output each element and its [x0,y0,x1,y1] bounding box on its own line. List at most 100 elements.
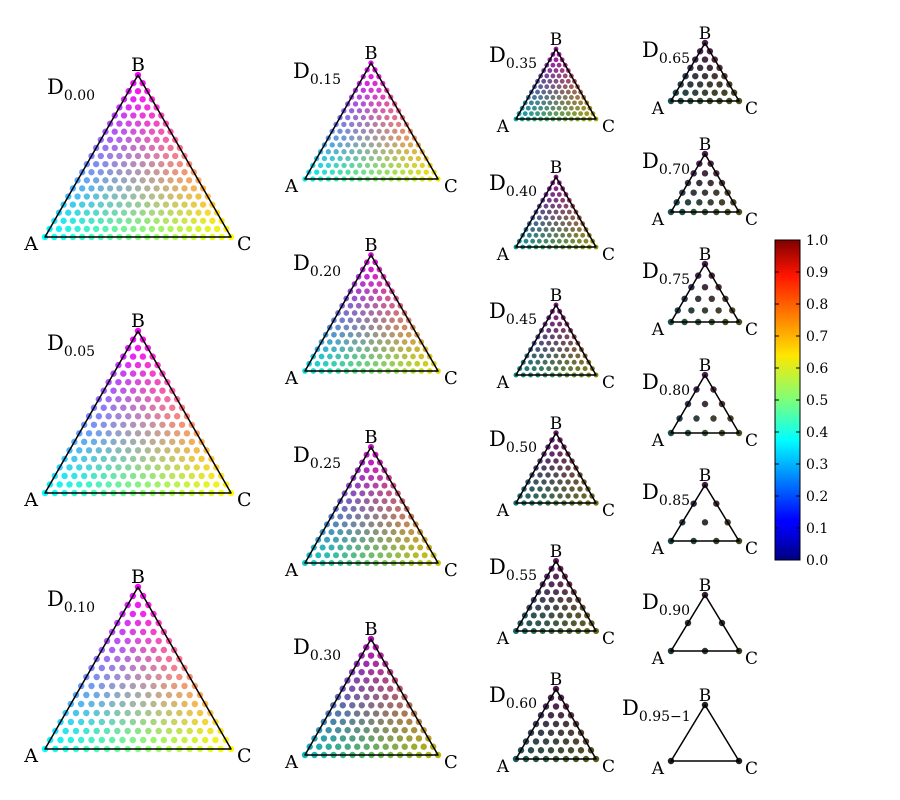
ternary-point [105,413,112,420]
ternary-point [550,238,556,244]
ternary-point [97,201,104,208]
ternary-point [353,710,361,717]
ternary-point [130,128,137,135]
ternary-point [181,201,188,208]
ternary-point [170,700,178,708]
ternary-point [339,317,346,324]
vertex-label-b: B [699,356,712,376]
ternary-point [116,136,123,143]
ternary-point [396,162,402,169]
ternary-point [358,718,366,726]
ternary-point [85,481,93,488]
ternary-point [360,339,366,345]
vertex-label-a: A [651,320,665,340]
ternary-point [129,628,137,636]
ternary-point [134,169,142,176]
ternary-point [576,227,582,232]
ternary-point [129,610,137,618]
ternary-point [139,353,147,360]
ternary-point [358,702,365,709]
ternary-point [389,317,395,324]
ternary-point [339,360,346,367]
ternary-point [129,370,137,377]
ternary-point [350,521,357,528]
vertex-label-a: A [284,368,299,389]
ternary-point [83,691,90,699]
ternary-point [360,101,367,107]
ternary-point [352,114,359,121]
ternary-point [552,573,560,580]
ternary-point [368,474,375,481]
ternary-point [341,536,348,543]
ternary-point [67,736,75,744]
ternary-point [400,169,406,175]
ternary-point [562,95,568,100]
ternary-point [139,455,147,463]
ternary-point [150,628,157,636]
ternary-point [550,227,556,232]
ternary-point [415,735,423,742]
ternary-panel-9: A B C D0.45 [489,286,615,393]
ternary-point [544,105,550,111]
ternary-point [108,736,116,744]
ternary-point [203,464,210,471]
ternary-point [164,464,171,471]
ternary-point [401,743,408,750]
ternary-point [364,135,371,141]
ternary-point [66,481,73,488]
ternary-point [333,149,339,155]
ternary-point [134,481,142,488]
ternary-point [169,438,176,446]
ternary-point [167,193,174,200]
ternary-point [129,718,137,726]
ternary-point [356,346,362,353]
ternary-point [541,89,547,95]
ternary-point [331,346,337,353]
panel-title: D0.75 [642,259,690,288]
ternary-point [341,521,348,528]
ternary-point [97,169,104,176]
ternary-point [185,225,193,233]
ternary-point [195,193,202,200]
ternary-point [528,111,534,117]
ternary-point [408,544,415,551]
vertex-label-a: A [23,233,38,255]
ternary-point [160,718,168,726]
ternary-point [535,100,540,106]
ternary-point [103,709,111,717]
ternary-point [535,359,541,365]
ternary-point [186,727,193,735]
ternary-point [542,347,548,353]
ternary-point [570,227,576,232]
ternary-point [568,353,574,359]
ternary-point [102,177,109,184]
ternary-point [392,155,398,162]
ternary-point [557,347,563,353]
ternary-point [119,736,126,744]
ternary-point [560,353,566,359]
ternary-point [77,718,85,726]
ternary-point [341,552,348,559]
ternary-point [706,64,714,72]
ternary-point [565,111,571,117]
ternary-point [388,149,394,155]
ternary-point [552,703,560,710]
ternary-point [573,479,579,485]
ternary-point [159,421,166,428]
ternary-point [181,718,188,726]
ternary-point [93,709,100,717]
ternary-point [377,521,384,528]
ternary-point [356,135,363,141]
panel-title-subscript: 0.85 [659,493,690,509]
ternary-point [557,321,563,327]
ternary-point [106,169,114,176]
panel-title-subscript: 0.00 [64,88,95,104]
ternary-point [353,155,359,162]
ternary-point [97,152,104,160]
ternary-point [570,238,576,244]
ternary-point [150,700,157,708]
ternary-point [158,209,165,216]
ternary-point [198,472,205,480]
ternary-point [88,185,95,192]
vertex-label-b: B [364,43,377,64]
